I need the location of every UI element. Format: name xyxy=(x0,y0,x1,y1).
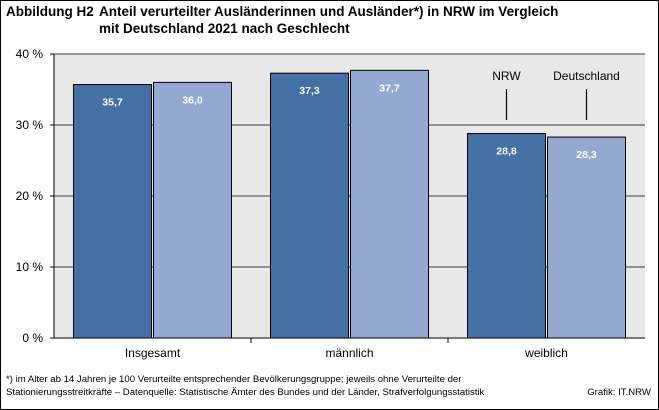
category-label-1: männlich xyxy=(325,346,373,360)
category-label-2: weiblich xyxy=(524,346,568,360)
title-line-2: mit Deutschland 2021 nach Geschlecht xyxy=(99,21,350,36)
data-label-nrw-2: 28,8 xyxy=(496,146,517,158)
bar-deutschland-2 xyxy=(547,136,626,339)
legend-label-deutschland: Deutschland xyxy=(553,69,620,83)
y-tick-label-2: 20 % xyxy=(16,189,44,203)
bar-deutschland-1 xyxy=(350,69,429,339)
title-line-1: Anteil verurteilter Ausländerinnen und A… xyxy=(99,4,559,19)
y-tick-label-3: 30 % xyxy=(16,118,44,132)
legend-label-nrw: NRW xyxy=(492,69,521,83)
y-tick-label-1: 10 % xyxy=(16,260,44,274)
data-label-deutschland-2: 28,3 xyxy=(576,149,597,161)
data-label-nrw-0: 35,7 xyxy=(102,97,123,109)
y-tick-label-4: 40 % xyxy=(16,47,44,61)
data-label-nrw-1: 37,3 xyxy=(299,85,320,97)
chart-title: Abbildung H2 Anteil verurteilter Auslände… xyxy=(6,3,558,37)
bar-nrw-1 xyxy=(270,72,349,339)
bar-deutschland-0 xyxy=(153,81,232,339)
footnote-line-1: *) im Alter ab 14 Jahren je 100 Verurtei… xyxy=(6,374,462,385)
y-tick-label-0: 0 % xyxy=(22,331,43,345)
footnote: *) im Alter ab 14 Jahren je 100 Verurtei… xyxy=(6,373,566,399)
bar-nrw-2 xyxy=(467,133,546,339)
figure-number: Abbildung H2 xyxy=(6,4,94,19)
data-label-deutschland-0: 36,0 xyxy=(182,94,203,106)
footnote-line-2: Stationierungsstreitkräfte – Datenquelle… xyxy=(6,387,485,398)
data-label-deutschland-1: 37,7 xyxy=(379,82,400,94)
graphic-credit: Grafik: IT.NRW xyxy=(587,387,651,398)
bar-nrw-0 xyxy=(73,84,152,339)
category-label-0: Insgesamt xyxy=(125,346,181,360)
